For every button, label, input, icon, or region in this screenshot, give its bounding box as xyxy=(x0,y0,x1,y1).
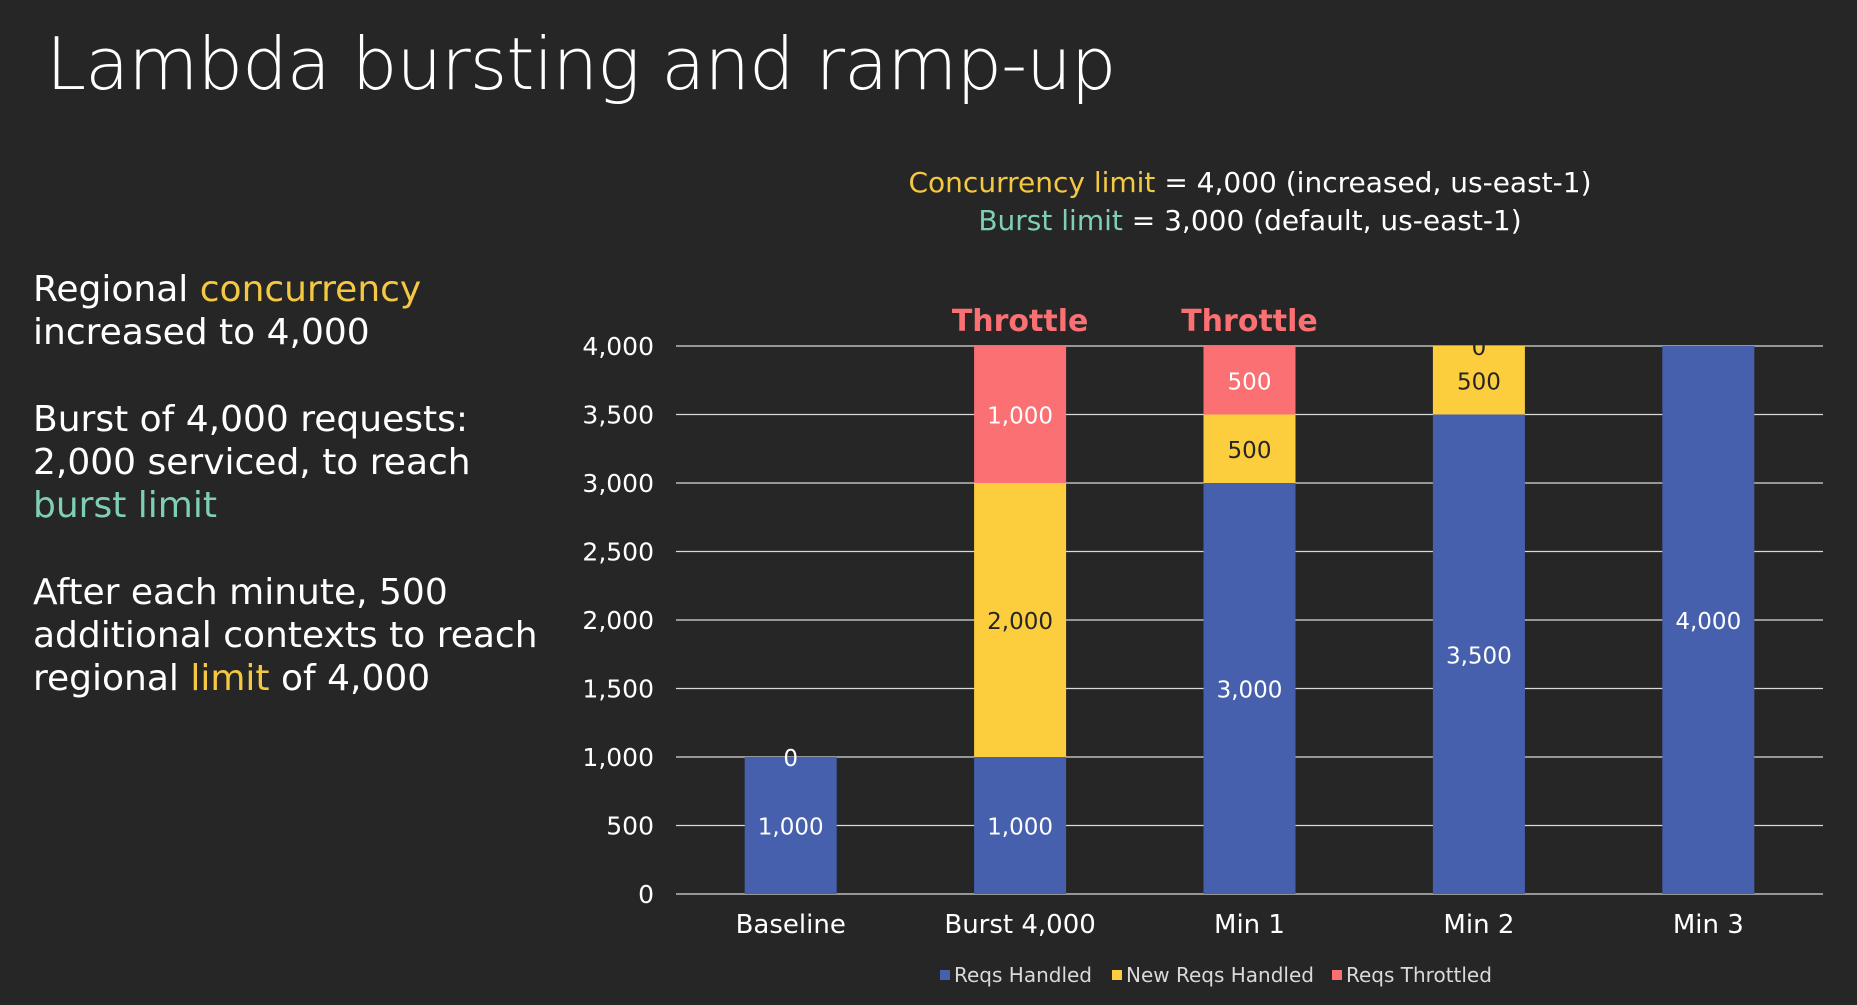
y-tick-label: 3,000 xyxy=(582,469,654,498)
bar-segment-reqs-throttled xyxy=(1203,346,1296,415)
slide-title: Lambda bursting and ramp-up xyxy=(46,22,1116,106)
y-tick-label: 500 xyxy=(606,812,654,841)
x-tick-label: Min 1 xyxy=(1214,910,1285,940)
bar-segment-new-reqs-handled xyxy=(974,483,1067,757)
data-label: 3,000 xyxy=(1217,678,1283,704)
bullet-list: Regional concurrency increased to 4,000 … xyxy=(33,268,553,744)
throttle-annotation: Throttle xyxy=(952,304,1089,339)
legend-swatch xyxy=(1332,970,1342,980)
legend-label: Reqs Handled xyxy=(954,963,1092,987)
data-label: 4,000 xyxy=(1675,609,1741,635)
bar-segment-reqs-handled xyxy=(974,757,1067,894)
highlight-limit: limit xyxy=(190,658,270,699)
x-tick-label: Min 2 xyxy=(1443,910,1514,940)
bar-segment-reqs-throttled xyxy=(974,346,1067,483)
data-label: 1,000 xyxy=(987,815,1053,841)
legend-label: New Reqs Handled xyxy=(1126,963,1314,987)
bar-segment-reqs-handled xyxy=(1203,483,1296,894)
data-label: 1,000 xyxy=(758,815,824,841)
legend-label: Reqs Throttled xyxy=(1346,963,1492,987)
y-tick-label: 2,000 xyxy=(582,606,654,635)
bullet-burst: Burst of 4,000 requests: 2,000 serviced,… xyxy=(33,398,553,527)
y-tick-label: 1,000 xyxy=(582,743,654,772)
x-tick-label: Min 3 xyxy=(1673,910,1744,940)
bullet-ramp-up: After each minute, 500 additional contex… xyxy=(33,571,553,700)
bullet-concurrency: Regional concurrency increased to 4,000 xyxy=(33,268,553,354)
data-label: 3,500 xyxy=(1446,643,1512,669)
concurrency-limit-value: = 4,000 (increased, us-east-1) xyxy=(1155,166,1592,199)
legend-swatch xyxy=(1112,970,1122,980)
bullet-text: After each minute, 500 additional contex… xyxy=(33,572,538,699)
legend-swatch xyxy=(940,970,950,980)
bar-segment-new-reqs-handled xyxy=(1432,346,1525,415)
y-tick-label: 0 xyxy=(638,880,654,909)
data-label: 500 xyxy=(1228,438,1272,464)
data-label: 1,000 xyxy=(987,404,1053,430)
bullet-text: of 4,000 xyxy=(269,658,431,699)
y-tick-label: 4,000 xyxy=(582,332,654,361)
highlight-concurrency: concurrency xyxy=(199,269,422,310)
data-label: 0 xyxy=(783,746,798,772)
throttle-annotation: Throttle xyxy=(1181,304,1318,339)
highlight-burst-limit: burst limit xyxy=(33,485,217,526)
data-label: 2,000 xyxy=(987,609,1053,635)
burst-limit-line: Burst limit = 3,000 (default, us-east-1) xyxy=(740,202,1760,240)
concurrency-limit-line: Concurrency limit = 4,000 (increased, us… xyxy=(740,164,1760,202)
bar-segment-reqs-handled xyxy=(1662,346,1755,894)
data-label: 500 xyxy=(1228,369,1272,395)
bar-segment-reqs-handled xyxy=(744,757,837,894)
limits-caption: Concurrency limit = 4,000 (increased, us… xyxy=(740,164,1760,240)
y-tick-label: 3,500 xyxy=(582,401,654,430)
burst-limit-term: Burst limit xyxy=(978,204,1123,237)
bar-segment-reqs-handled xyxy=(1432,414,1525,894)
x-tick-label: Baseline xyxy=(736,910,846,940)
y-tick-label: 1,500 xyxy=(582,675,654,704)
bullet-text: increased to 4,000 xyxy=(33,312,370,353)
bullet-text: Regional xyxy=(33,269,200,310)
data-label: 500 xyxy=(1457,369,1501,395)
bullet-text: Burst of 4,000 requests: 2,000 serviced,… xyxy=(33,399,471,483)
x-tick-label: Burst 4,000 xyxy=(944,910,1095,940)
y-tick-label: 2,500 xyxy=(582,538,654,567)
concurrency-limit-term: Concurrency limit xyxy=(908,166,1156,199)
data-label: 0 xyxy=(1472,335,1487,361)
burst-limit-value: = 3,000 (default, us-east-1) xyxy=(1122,204,1522,237)
bar-segment-new-reqs-handled xyxy=(1203,414,1296,483)
